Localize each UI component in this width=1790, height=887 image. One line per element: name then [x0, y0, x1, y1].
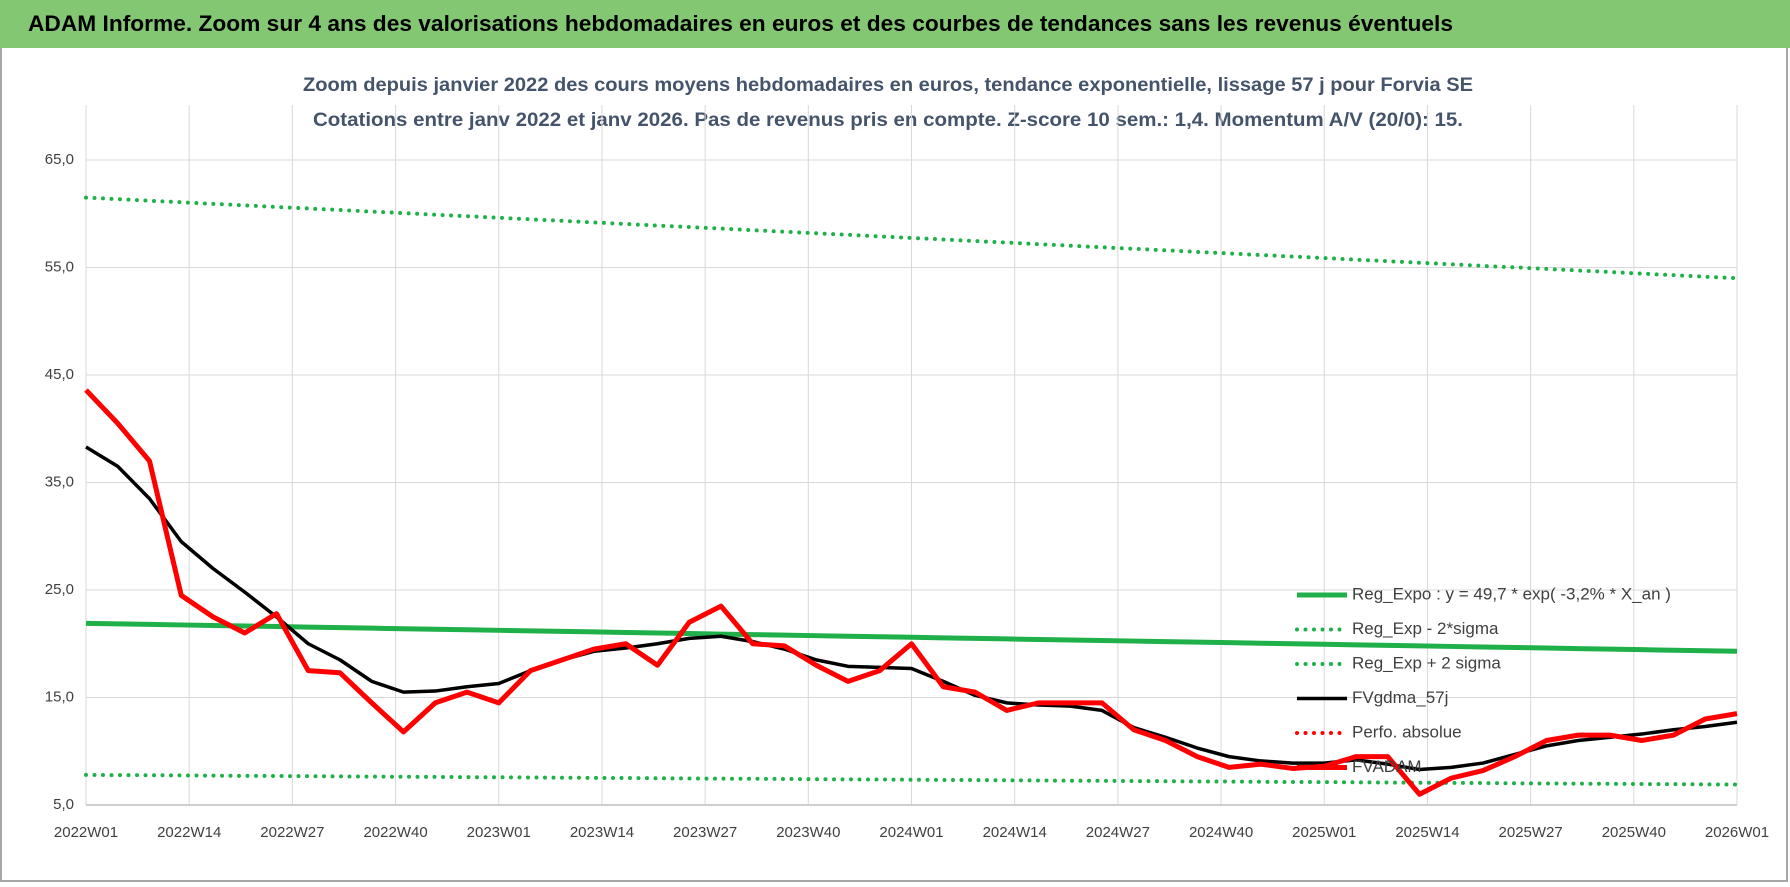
chart-subtitle: Cotations entre janv 2022 et janv 2026. … — [313, 110, 1463, 131]
y-tick-label: 55,0 — [45, 258, 74, 275]
y-tick-label: 65,0 — [45, 151, 74, 168]
series-line — [84, 388, 1738, 797]
x-tick-label: 2022W01 — [54, 824, 118, 841]
x-tick-label: 2022W14 — [157, 824, 221, 841]
series-line — [85, 445, 1738, 772]
x-tick-label: 2023W27 — [673, 824, 737, 841]
legend-label: Reg_Exp + 2 sigma — [1352, 653, 1501, 672]
x-tick-label: 2024W14 — [983, 824, 1047, 841]
x-tick-label: 2024W27 — [1086, 824, 1150, 841]
x-tick-label: 2025W27 — [1499, 824, 1563, 841]
x-tick-label: 2025W01 — [1292, 824, 1356, 841]
x-tick-label: 2024W40 — [1189, 824, 1253, 841]
legend-label: FVgdma_57j — [1352, 688, 1448, 707]
x-tick-label: 2024W01 — [879, 824, 943, 841]
y-tick-label: 15,0 — [45, 688, 74, 705]
header-bar — [0, 0, 1790, 48]
y-tick-label: 45,0 — [45, 366, 74, 383]
y-tick-label: 35,0 — [45, 473, 74, 490]
x-tick-label: 2025W14 — [1395, 824, 1459, 841]
series-line — [84, 195, 1739, 281]
y-tick-label: 25,0 — [45, 581, 74, 598]
legend-label: FVADAM — [1352, 757, 1422, 776]
x-tick-label: 2023W14 — [570, 824, 634, 841]
x-tick-label: 2025W40 — [1602, 824, 1666, 841]
series-line — [85, 620, 1738, 654]
legend-label: Reg_Expo : y = 49,7 * exp( -3,2% * X_an … — [1352, 584, 1671, 603]
chart-title: Zoom depuis janvier 2022 des cours moyen… — [303, 75, 1473, 96]
x-tick-label: 2022W40 — [363, 824, 427, 841]
x-tick-label: 2023W01 — [467, 824, 531, 841]
series-line — [84, 772, 1739, 787]
x-tick-label: 2022W27 — [260, 824, 324, 841]
legend-label: Reg_Exp - 2*sigma — [1352, 619, 1499, 638]
header-title: ADAM Informe. Zoom sur 4 ans des valoris… — [28, 11, 1453, 36]
legend-label: Perfo. absolue — [1352, 722, 1462, 741]
y-tick-label: 5,0 — [53, 796, 74, 813]
x-tick-label: 2023W40 — [776, 824, 840, 841]
x-tick-label: 2026W01 — [1705, 824, 1769, 841]
